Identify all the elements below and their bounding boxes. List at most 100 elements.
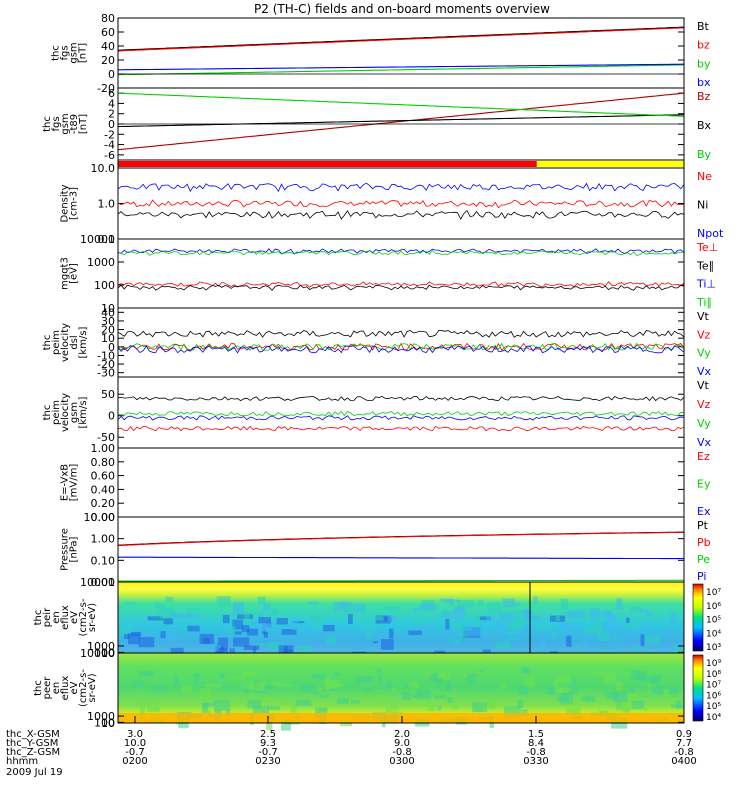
y-tick-label: -2 <box>104 128 115 141</box>
y-axis-label: [nT] <box>78 43 89 63</box>
spectrogram-cell <box>216 596 231 607</box>
legend-Bt: Bt <box>697 20 710 33</box>
spectrogram-cell <box>233 602 245 615</box>
colorbar-label: 10⁷ <box>706 588 721 598</box>
spectrogram-cell <box>187 613 193 617</box>
y-tick-label: 0 <box>108 341 115 354</box>
spectrogram-cell <box>249 682 266 692</box>
spectrogram-cell <box>496 619 513 630</box>
y-tick-label: 1000 <box>87 710 115 723</box>
spectrogram-cell <box>203 638 210 644</box>
spectrogram-cell <box>629 632 633 639</box>
spectrogram-cell <box>640 634 645 647</box>
spectrogram-cell <box>489 716 494 729</box>
y-tick-label: 10000 <box>80 233 115 246</box>
spectrogram-cell <box>479 669 485 673</box>
spectrogram-cell <box>330 683 344 687</box>
legend-bx: bx <box>697 76 711 89</box>
spectrogram-cell <box>408 630 422 636</box>
series-line-Bt <box>117 26 685 51</box>
y-axis-label: thc <box>33 680 44 696</box>
y-axis-label: gsm <box>60 113 71 134</box>
colorbar-peir <box>692 583 704 652</box>
spectrogram-cell <box>467 625 484 637</box>
legend-Vy: Vy <box>697 417 711 430</box>
y-axis-label: thc <box>42 335 53 351</box>
y-tick-label: 0 <box>108 410 115 423</box>
legend-Ey: Ey <box>697 478 711 491</box>
spectrogram-cell <box>147 616 163 621</box>
spectrogram-cell <box>626 693 639 703</box>
spectrogram-cell <box>360 694 367 699</box>
spectrogram-cell <box>674 644 683 656</box>
series-line-Ni <box>117 209 685 220</box>
spectrogram-cell <box>574 645 580 648</box>
y-tick-label: 0.00 <box>91 511 116 524</box>
y-axis-label: thc <box>51 45 62 61</box>
mode-bar-fast <box>536 161 684 167</box>
legend-Pe: Pe <box>697 553 710 566</box>
spectrogram-cell <box>385 706 392 714</box>
y-tick-label: 0.60 <box>91 470 116 483</box>
spectrogram-cell <box>230 625 236 635</box>
y-tick-label: 10000 <box>80 576 115 589</box>
spectrogram-cell <box>598 612 614 616</box>
panel-peer: 10⁹10⁸10⁷10⁶10⁵10⁴10000100010010thcpeere… <box>33 647 721 731</box>
y-axis-label: en <box>51 682 62 695</box>
spectrogram-cell <box>366 630 372 641</box>
spectrogram-cell <box>174 675 179 687</box>
spectrogram-cell <box>604 672 616 684</box>
spectrogram-cell <box>261 619 275 630</box>
spectrogram-cell <box>381 639 394 650</box>
spectrogram-cell <box>512 602 521 606</box>
spectrogram-cell <box>282 683 292 687</box>
spectrogram-cell <box>585 624 603 636</box>
spectrogram-cell <box>504 706 521 719</box>
spectrogram-cell <box>155 602 165 610</box>
spectrogram-cell <box>487 602 501 614</box>
y-tick-label: 0.20 <box>91 497 116 510</box>
spectrogram-cell <box>322 624 335 632</box>
spectrogram-cell <box>434 672 441 683</box>
legend-Ex: Ex <box>697 505 711 518</box>
spectrogram-cell <box>311 615 323 628</box>
y-tick-label: 4 <box>108 97 115 110</box>
y-tick-label: 50 <box>101 388 115 401</box>
y-tick-label: 10 <box>101 302 115 315</box>
panel-frame <box>117 516 685 583</box>
spectrogram-cell <box>378 674 383 683</box>
spectrogram-cell <box>413 619 430 628</box>
spectrogram-cell <box>612 690 628 703</box>
series-line-by <box>117 64 685 76</box>
legend-Pt: Pt <box>697 519 709 532</box>
spectrogram-cell <box>474 615 481 627</box>
panel-efield: 1.000.800.600.400.200.00 E=-VxB[mV/m] Ez Ey… <box>60 442 711 524</box>
y-axis-label: eflux <box>60 605 71 630</box>
legend-Vt: Vt <box>697 379 710 392</box>
panel-frame <box>117 307 685 378</box>
spectrogram-cell <box>185 607 200 611</box>
spectrogram-cell <box>615 681 624 693</box>
y-axis-label: gsm <box>69 42 80 63</box>
spectrogram-cell <box>449 601 454 606</box>
colorbar-label: 10⁵ <box>706 616 721 626</box>
series-line-Pi <box>118 556 684 560</box>
spectrogram-cell <box>663 694 680 698</box>
spectrogram-cell <box>182 685 193 693</box>
spectrogram-cell <box>460 625 468 637</box>
legend-Npot: Npot <box>697 227 724 240</box>
series-line-Pt <box>117 531 685 546</box>
series-line-Npot <box>117 182 685 193</box>
spectrogram-cell <box>566 635 572 647</box>
spectrogram-lowband <box>118 713 684 722</box>
spectrogram-cell <box>218 648 227 651</box>
spectrogram-cell <box>441 611 453 618</box>
series-line-Ti⊥ <box>117 248 685 255</box>
spectrogram-cell <box>290 703 297 713</box>
spectrogram-cell <box>336 697 349 705</box>
spectrogram-cell <box>675 700 682 709</box>
spectrogram-cell <box>272 681 282 687</box>
footer-value: 7.7 <box>676 738 692 749</box>
legend-Bx: Bx <box>697 119 712 132</box>
spectrogram-cell <box>670 611 676 624</box>
